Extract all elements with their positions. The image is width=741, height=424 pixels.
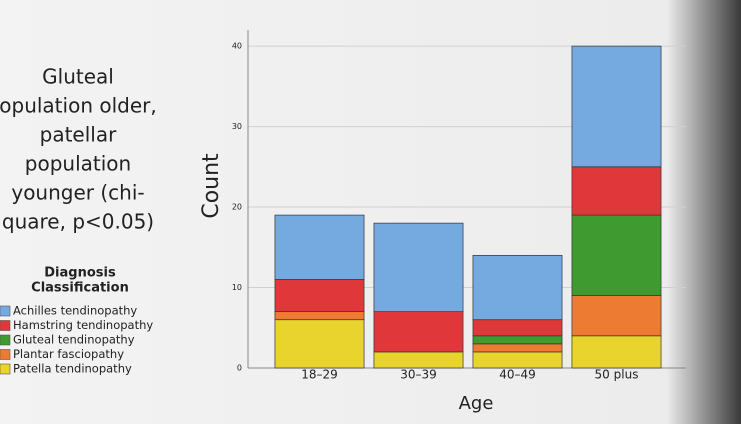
y-tick-label: 40 [232,42,242,51]
bar-segment [472,343,563,353]
legend-swatch [0,320,11,331]
legend-title: Diagnosis [44,266,116,281]
legend-label: Hamstring tendinopathy [13,318,153,332]
bar-segment [274,319,365,369]
bar-segment [571,295,662,337]
legend-label: Achilles tendinopathy [13,304,137,318]
annotation-line: Gluteal [42,65,114,89]
bar-segment [472,351,563,369]
y-axis-title: Count [199,153,224,219]
bar-segment [571,214,662,296]
legend-swatch [0,305,11,317]
annotation-line: quare, p<0.05) [2,210,154,234]
bar-segment [472,319,563,337]
legend-title: Classification [31,281,129,296]
x-axis-title: Age [459,393,494,414]
x-tick-label: 50 plus [595,368,639,382]
legend-label: Plantar fasciopathy [13,347,124,361]
bar-segment [472,335,563,345]
legend-label: Gluteal tendinopathy [13,333,135,347]
legend-label: Patella tendinopathy [13,362,132,376]
legend-swatch [0,334,11,346]
legend-swatch [0,349,11,360]
annotation-line: population [25,152,131,176]
bar-segment [373,222,464,313]
y-tick-label: 0 [237,364,242,373]
bar-segment [571,45,662,168]
bar-segment [571,166,662,216]
annotation-line: younger (chi- [11,181,144,205]
x-tick-label: 18–29 [301,368,338,382]
annotation-line: opulation older, [0,94,157,118]
y-tick-label: 10 [232,283,242,292]
bar-segment [373,351,464,369]
legend-swatch [0,363,11,375]
x-tick-label: 30–39 [400,368,437,382]
bar-segment [571,335,662,369]
annotation-line: patellar [40,123,117,147]
bar-segment [274,311,365,321]
bar-segment [472,254,563,321]
bar-segment [373,311,464,353]
bar-segment [274,279,365,313]
x-tick-label: 40–49 [499,368,536,382]
y-tick-label: 20 [232,203,242,212]
y-tick-label: 30 [232,122,242,131]
bar-segment [274,214,365,280]
